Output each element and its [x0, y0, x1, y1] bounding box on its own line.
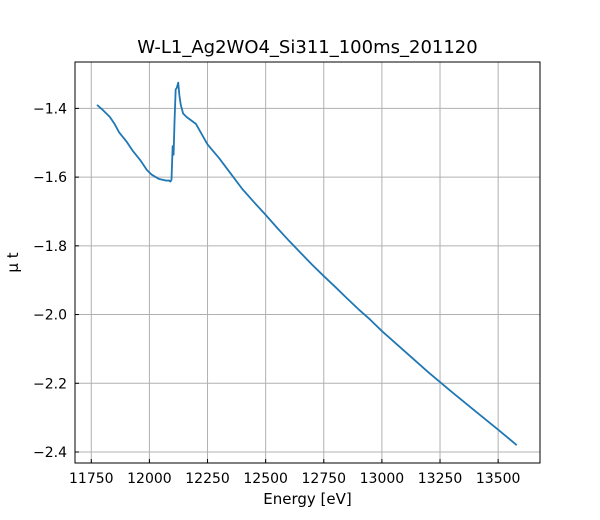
- x-tick-label: 13500: [476, 471, 521, 487]
- y-tick-labels: −1.4 −1.6 −1.8 −2.0 −2.2 −2.4: [33, 101, 67, 461]
- y-tick-label: −1.4: [33, 101, 67, 117]
- y-axis-label: μ t: [4, 252, 22, 272]
- x-tick-labels: 11750 12000 12250 12500 12750 13000 13250 13500: [69, 471, 520, 487]
- x-tick-label: 11750: [69, 471, 114, 487]
- series-line: [96, 81, 518, 446]
- y-tick-label: −2.2: [33, 376, 67, 392]
- x-tick-label: 12250: [185, 471, 230, 487]
- series-layer: [96, 81, 518, 446]
- y-tick-label: −2.0: [33, 308, 67, 324]
- plot-frame: [74, 61, 541, 464]
- tick-marks: [75, 107, 499, 463]
- y-tick-label: −2.4: [33, 445, 67, 461]
- y-tick-label: −1.8: [33, 239, 67, 255]
- x-tick-label: 13250: [418, 471, 463, 487]
- x-tick-label: 12000: [127, 471, 172, 487]
- x-tick-label: 13000: [360, 471, 405, 487]
- y-tick-label: −1.6: [33, 170, 67, 186]
- x-tick-label: 12500: [243, 471, 288, 487]
- chart-title: W-L1_Ag2WO4_Si311_100ms_201120: [137, 37, 477, 58]
- grid-lines: [75, 62, 540, 463]
- x-tick-label: 12750: [302, 471, 347, 487]
- x-axis-label: Energy [eV]: [263, 490, 351, 508]
